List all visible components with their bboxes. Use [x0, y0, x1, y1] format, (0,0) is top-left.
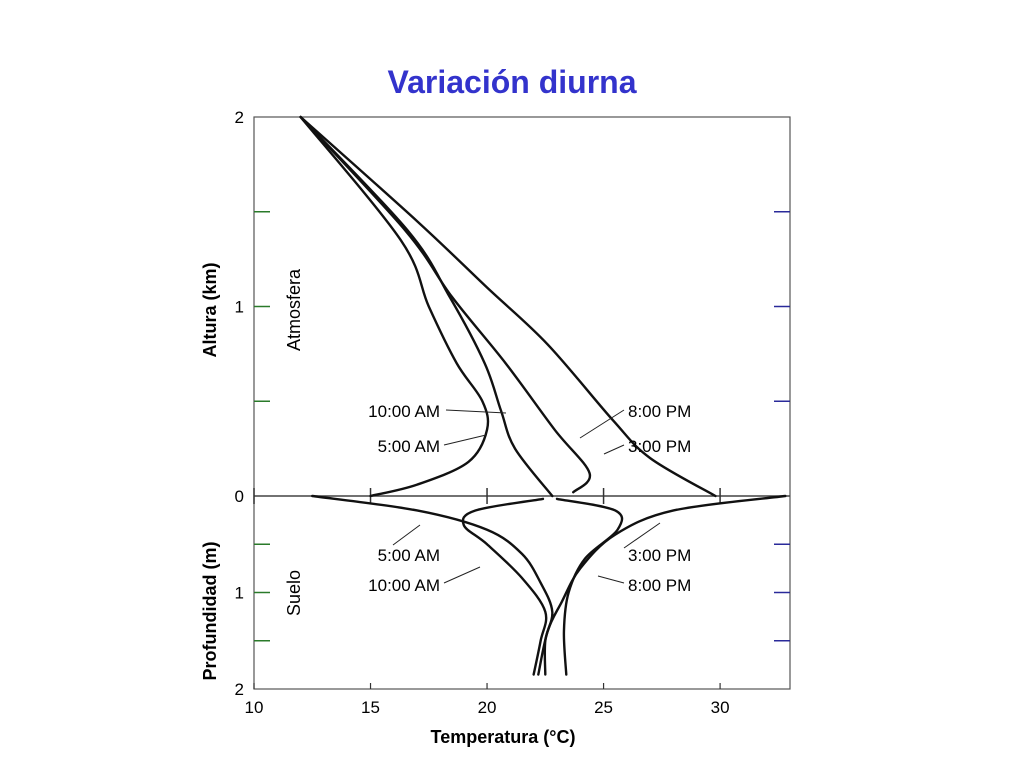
slide-title: Variación diurna — [387, 64, 637, 100]
x-tick-label: 25 — [594, 698, 613, 717]
atmosphere-annotation-10-00-am: 10:00 AM — [368, 402, 440, 421]
atmosphere-annotation-8-00-pm: 8:00 PM — [628, 402, 691, 421]
y-tick-label-profundidad: 2 — [235, 680, 244, 699]
soil-curve-8-00-pm — [555, 497, 624, 676]
soil-curve-3-00-pm — [537, 494, 787, 676]
x-tick-label: 10 — [245, 698, 264, 717]
temperature-curves — [299, 115, 787, 676]
x-axis-title: Temperatura (°C) — [431, 727, 576, 747]
y-tick-label-profundidad: 1 — [235, 584, 244, 603]
x-tick-label: 15 — [361, 698, 380, 717]
time-annotations: 10:00 AM 5:00 AM 8:00 PM 3:00 PM 5:00 AM 10:0… — [368, 402, 691, 595]
atmosphere-curve-5-00-am — [299, 115, 490, 498]
soil-annotation-3-00-pm: 3:00 PM — [628, 546, 691, 565]
soil-curve-10-00-am — [461, 497, 548, 676]
atmosphere-annotation-leader — [445, 409, 507, 414]
x-tick-label: 30 — [711, 698, 730, 717]
soil-annotation-8-00-pm: 8:00 PM — [628, 576, 691, 595]
region-label-suelo: Suelo — [284, 570, 304, 616]
atmosphere-annotation-leader — [579, 409, 625, 439]
soil-annotation-leader — [443, 566, 481, 584]
atmosphere-annotation-leader — [443, 434, 487, 446]
atmosphere-curve-10-00-am — [299, 115, 554, 498]
soil-annotation-10-00-am: 10:00 AM — [368, 576, 440, 595]
atmosphere-curve-3-00-pm — [299, 115, 717, 498]
soil-annotation-leader — [623, 522, 661, 549]
y-tick-label-zero: 0 — [235, 487, 244, 506]
plot-frame — [253, 116, 791, 690]
y-axis-title-altura: Altura (km) — [200, 262, 220, 357]
x-tick-label: 20 — [478, 698, 497, 717]
tick-marks — [253, 211, 790, 689]
atmosphere-annotation-5-00-am: 5:00 AM — [378, 437, 440, 456]
atmosphere-annotation-leader — [603, 444, 625, 455]
region-label-atmosfera: Atmosfera — [284, 268, 304, 351]
atmosphere-curve-8-00-pm — [299, 115, 592, 494]
soil-annotation-5-00-am: 5:00 AM — [378, 546, 440, 565]
soil-annotation-leader — [597, 575, 625, 584]
soil-annotation-leader — [392, 524, 421, 546]
atmosphere-annotation-3-00-pm: 3:00 PM — [628, 437, 691, 456]
y-tick-label-altura: 2 — [235, 108, 244, 127]
y-tick-label-altura: 1 — [235, 298, 244, 317]
y-axis-title-profundidad: Profundidad (m) — [200, 542, 220, 681]
